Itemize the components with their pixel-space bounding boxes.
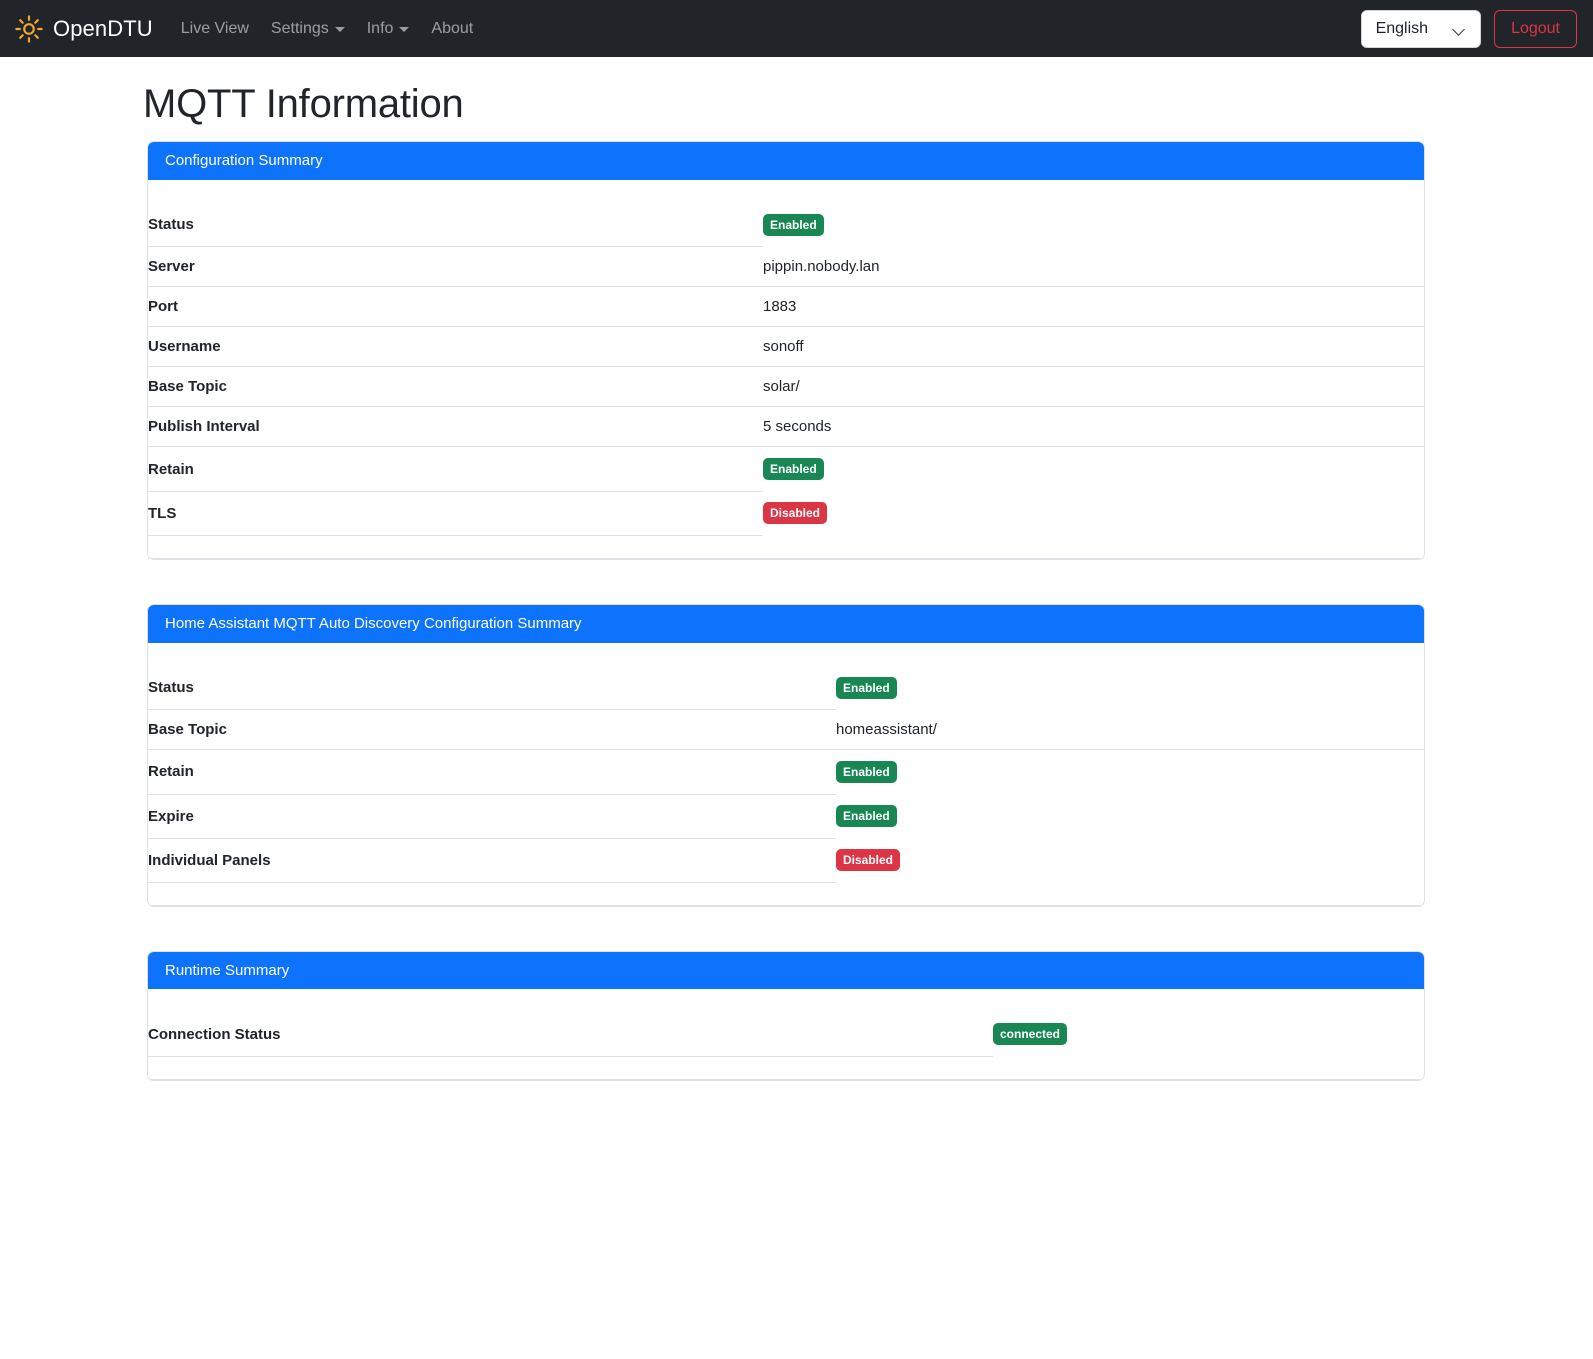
- nav-label-live-view: Live View: [180, 19, 249, 37]
- row-value: Disabled: [836, 838, 1424, 882]
- table-row: Server pippin.nobody.lan: [148, 246, 1424, 288]
- card-header-configuration-summary: Configuration Summary: [148, 142, 1424, 180]
- status-badge: connected: [993, 1023, 1068, 1046]
- runtime-summary-rows: Connection Status connected: [148, 989, 1424, 1080]
- sun-icon: [14, 14, 44, 44]
- table-row: Username sonoff: [148, 326, 1424, 368]
- runtime-summary-table: Connection Status connected: [148, 989, 1424, 1080]
- status-badge: Disabled: [836, 849, 901, 871]
- chevron-down-icon: [1454, 25, 1466, 33]
- card-home-assistant-summary: Home Assistant MQTT Auto Discovery Confi…: [147, 603, 1425, 907]
- table-row: Base Topic solar/: [148, 366, 1424, 408]
- chevron-down-icon: [334, 27, 345, 32]
- table-spacer: [148, 180, 1424, 203]
- table-row: Port 1883: [148, 286, 1424, 328]
- row-value: Enabled: [836, 666, 1424, 710]
- nav-item-info[interactable]: Info: [366, 19, 410, 37]
- table-spacer: [148, 882, 1424, 906]
- row-value: 1883: [763, 286, 1424, 328]
- language-select[interactable]: English: [1360, 9, 1482, 48]
- status-badge: Disabled: [763, 502, 828, 525]
- row-label: Connection Status: [148, 1012, 993, 1057]
- row-value: Enabled: [763, 447, 1424, 492]
- table-spacer: [148, 989, 1424, 1012]
- row-value: connected: [993, 1012, 1424, 1056]
- card-header-home-assistant-summary: Home Assistant MQTT Auto Discovery Confi…: [148, 604, 1424, 643]
- row-label: Individual Panels: [148, 838, 836, 883]
- row-value: Disabled: [763, 491, 1424, 535]
- status-badge: Enabled: [836, 761, 897, 783]
- page-content: MQTT Information Configuration Summary S…: [0, 82, 1593, 1081]
- table-row: Retain Enabled: [148, 446, 1424, 492]
- nav-item-settings[interactable]: Settings: [270, 19, 345, 37]
- row-value: pippin.nobody.lan: [763, 246, 1424, 288]
- card-runtime-summary: Runtime Summary Connection Status connec…: [147, 950, 1425, 1081]
- row-label: Base Topic: [148, 366, 763, 408]
- table-row: Connection Status connected: [148, 1012, 1424, 1057]
- page-title: MQTT Information: [143, 82, 464, 126]
- row-value: Enabled: [836, 794, 1424, 838]
- nav-label-about: About: [431, 19, 474, 37]
- row-label: Status: [148, 202, 763, 248]
- row-label: Retain: [148, 749, 836, 795]
- card-body-configuration-summary: Status Enabled Server pippin.nobody.lan …: [148, 180, 1424, 559]
- card-body-runtime-summary: Connection Status connected: [148, 989, 1424, 1080]
- status-badge: Enabled: [836, 805, 897, 827]
- status-badge: Enabled: [763, 213, 824, 236]
- table-row: Retain Enabled: [148, 749, 1424, 795]
- nav-item-live-view[interactable]: Live View: [180, 19, 249, 37]
- table-spacer: [148, 643, 1424, 666]
- language-select-value: English: [1375, 19, 1429, 37]
- nav-label-info: Info: [366, 19, 394, 37]
- nav-label-settings: Settings: [270, 19, 329, 37]
- row-value: Enabled: [836, 750, 1424, 795]
- top-navbar: OpenDTU Live View Settings Info About En…: [0, 0, 1593, 57]
- home-assistant-summary-rows: Status Enabled Base Topic homeassistant/…: [148, 643, 1424, 906]
- row-value: sonoff: [763, 326, 1424, 368]
- table-row: Status Enabled: [148, 665, 1424, 710]
- card-configuration-summary: Configuration Summary Status Enabled Ser…: [147, 141, 1425, 560]
- status-badge: Enabled: [836, 676, 897, 699]
- table-spacer: [148, 1056, 1424, 1080]
- table-row: TLS Disabled: [148, 491, 1424, 536]
- chevron-down-icon: [399, 27, 410, 32]
- card-body-home-assistant-summary: Status Enabled Base Topic homeassistant/…: [148, 643, 1424, 906]
- row-label: Publish Interval: [148, 406, 763, 448]
- navbar-right-controls: English Logout: [1360, 0, 1577, 57]
- home-assistant-summary-table: Status Enabled Base Topic homeassistant/…: [148, 643, 1424, 906]
- table-row: Expire Enabled: [148, 794, 1424, 839]
- status-badge: Enabled: [763, 458, 824, 481]
- table-row: Individual Panels Disabled: [148, 838, 1424, 883]
- row-label: Server: [148, 246, 763, 288]
- row-label: Base Topic: [148, 709, 836, 750]
- row-value: Enabled: [763, 203, 1424, 247]
- configuration-summary-table: Status Enabled Server pippin.nobody.lan …: [148, 180, 1424, 559]
- row-value: 5 seconds: [763, 406, 1424, 448]
- table-row: Status Enabled: [148, 202, 1424, 248]
- row-label: Username: [148, 326, 763, 368]
- nav-item-about[interactable]: About: [431, 19, 474, 37]
- configuration-summary-rows: Status Enabled Server pippin.nobody.lan …: [148, 180, 1424, 559]
- row-label: Expire: [148, 794, 836, 839]
- brand-label: OpenDTU: [53, 15, 153, 41]
- row-label: Retain: [148, 446, 763, 492]
- table-row: Publish Interval 5 seconds: [148, 406, 1424, 448]
- logout-button[interactable]: Logout: [1494, 9, 1577, 48]
- card-header-runtime-summary: Runtime Summary: [148, 951, 1424, 990]
- row-label: Port: [148, 286, 763, 328]
- row-label: TLS: [148, 491, 763, 536]
- brand-link[interactable]: OpenDTU: [14, 14, 153, 44]
- row-value: solar/: [763, 366, 1424, 408]
- table-spacer: [148, 535, 1424, 559]
- row-label: Status: [148, 665, 836, 710]
- main-nav: Live View Settings Info About: [180, 19, 474, 37]
- table-row: Base Topic homeassistant/: [148, 709, 1424, 750]
- row-value: homeassistant/: [836, 709, 1424, 750]
